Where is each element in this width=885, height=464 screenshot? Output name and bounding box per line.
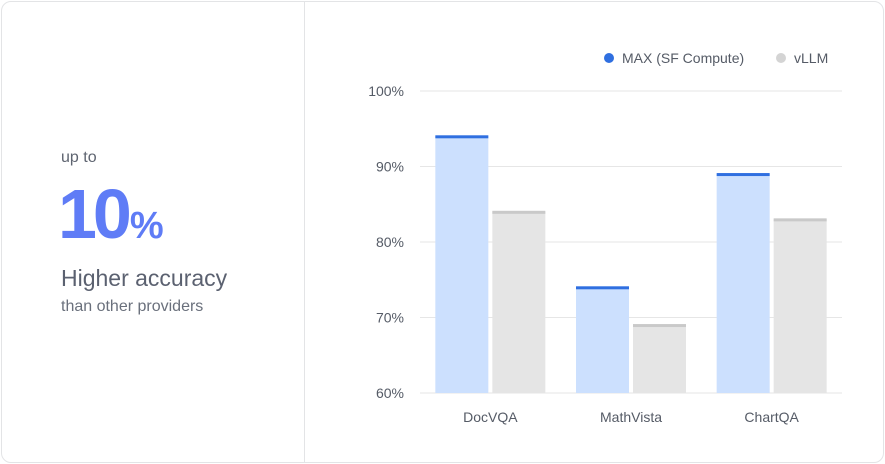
y-tick-label: 60% [376,385,404,401]
legend-label-max: MAX (SF Compute) [622,50,744,66]
vllm-bar [773,219,827,393]
max-bar-cap [435,135,489,139]
y-tick-label: 90% [376,159,404,175]
bar-chart-svg: 60% 70% 80% 90% 100% DocVQA MathVista ChartQA MA… [368,50,842,425]
stat-kicker: up to [61,149,97,166]
accuracy-chart: 60% 70% 80% 90% 100% DocVQA MathVista ChartQA MA… [304,2,883,462]
max-bar [716,174,770,393]
max-bar-cap [716,173,770,177]
vllm-bar-cap [773,218,827,222]
x-tick-label: MathVista [600,409,662,425]
vllm-bar-cap [633,324,686,328]
y-tick-label: 80% [376,234,404,250]
vllm-bar-cap [492,210,546,214]
stat-subline: than other providers [61,298,204,315]
max-bar-cap [576,286,629,290]
stat-panel: up to 10% Higher accuracy than other pro… [2,2,305,462]
max-bar [435,136,489,394]
legend-label-vllm: vLLM [794,50,828,66]
y-tick-label: 70% [376,310,404,326]
x-tick-label: DocVQA [463,409,518,425]
stat-number: 10 [58,175,132,253]
vllm-bar [492,211,546,393]
legend-swatch-max [604,53,614,63]
stat-headline: Higher accuracy [61,265,228,291]
stat-unit: % [129,205,164,247]
max-bar [576,287,629,393]
vllm-bar [633,325,686,393]
stat-big-number: 10% [58,174,164,254]
x-tick-label: ChartQA [744,409,799,425]
y-tick-label: 100% [368,83,404,99]
legend-swatch-vllm [776,53,786,63]
